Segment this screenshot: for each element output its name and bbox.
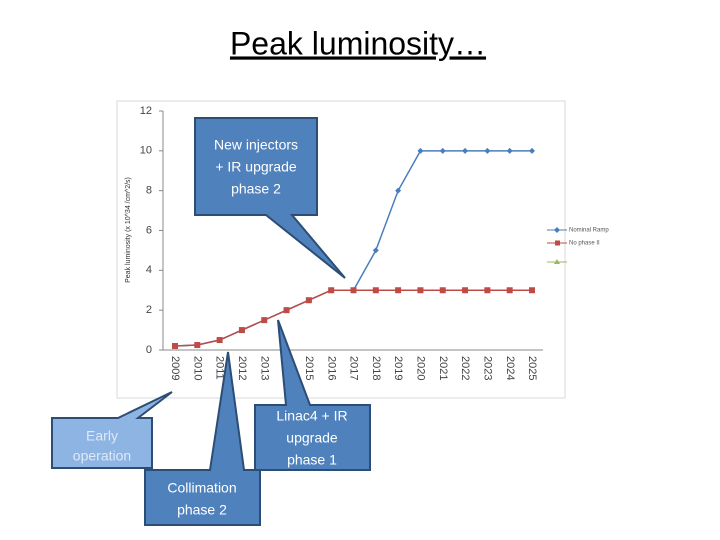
callout-shape (51, 391, 173, 469)
x-tick-label: 2012 (236, 356, 248, 380)
y-tick-label: 6 (146, 224, 152, 236)
callout-shape (144, 351, 261, 526)
x-tick-label: 2017 (348, 356, 360, 380)
x-tick-label: 2020 (415, 356, 427, 380)
marker (350, 287, 357, 294)
marker (372, 247, 379, 254)
x-tick-label: 2011 (214, 356, 226, 380)
marker (484, 147, 491, 154)
legend-label: No phase II (569, 241, 600, 247)
callout-text: Linac4 + IR (276, 408, 347, 424)
x-tick-label: 2015 (303, 356, 315, 380)
marker (506, 147, 513, 154)
marker (395, 287, 402, 294)
marker (417, 147, 424, 154)
marker (395, 187, 402, 194)
callout: New injectors + IR upgrade phase 2 (194, 117, 346, 279)
y-tick-label: 0 (146, 344, 152, 356)
x-tick-label: 2023 (481, 356, 493, 380)
callout-shape (194, 117, 346, 279)
marker (194, 342, 201, 349)
x-tick-label: 2025 (526, 356, 538, 380)
legend-label: Nominal Ramp (569, 228, 609, 234)
callout-shape (254, 319, 371, 471)
marker (529, 147, 535, 154)
callout: Collimation phase 2 (144, 351, 261, 526)
callout-text: phase 1 (287, 452, 337, 468)
chart-frame (116, 100, 566, 399)
x-tick-label: 2021 (437, 356, 449, 380)
y-tick-label: 8 (146, 185, 152, 197)
legend-marker (554, 259, 560, 264)
marker (529, 287, 535, 294)
callout-text: New injectors (214, 137, 298, 153)
callout-text: phase 2 (177, 502, 227, 518)
y-tick-label: 12 (140, 105, 152, 117)
marker (417, 287, 424, 294)
x-tick-label: 2022 (459, 356, 471, 380)
marker (283, 307, 290, 314)
x-tick-label: 2019 (392, 356, 404, 380)
marker (462, 287, 469, 294)
callout: Early operation (51, 391, 173, 469)
y-tick-label: 2 (146, 304, 152, 316)
callout-text: Early (86, 428, 118, 444)
marker (372, 287, 379, 294)
marker (506, 287, 513, 294)
callout-text: + IR upgrade (215, 159, 297, 175)
callout-text: operation (73, 448, 131, 464)
callout: Linac4 + IR upgrade phase 1 (254, 319, 371, 471)
x-tick-label: 2013 (258, 356, 270, 380)
marker (439, 147, 446, 154)
callout-text: phase 2 (231, 181, 281, 197)
marker (216, 337, 223, 344)
x-tick-label: 2009 (169, 356, 181, 380)
marker (305, 297, 312, 304)
marker (172, 343, 178, 350)
marker (484, 287, 491, 294)
marker (439, 287, 446, 294)
x-tick-label: 2010 (191, 356, 203, 380)
callout-text: Collimation (167, 480, 236, 496)
legend: Nominal Ramp No phase II (547, 227, 609, 264)
callout-text: upgrade (286, 430, 338, 446)
marker (238, 327, 245, 334)
marker (462, 147, 469, 154)
slide-title: Peak luminosity… (230, 25, 486, 61)
x-tick-label: 2016 (325, 356, 337, 380)
x-tick-label: 2024 (504, 356, 516, 380)
y-tick-label: 10 (140, 145, 152, 157)
y-tick-label: 4 (146, 264, 152, 276)
marker (261, 317, 268, 324)
legend-marker (555, 240, 560, 246)
x-tick-label: 2018 (370, 356, 382, 380)
legend-marker (554, 227, 560, 233)
y-axis-label: Peak luminosity (x 10^34 /cm^2/s) (125, 177, 132, 283)
marker (328, 287, 335, 294)
